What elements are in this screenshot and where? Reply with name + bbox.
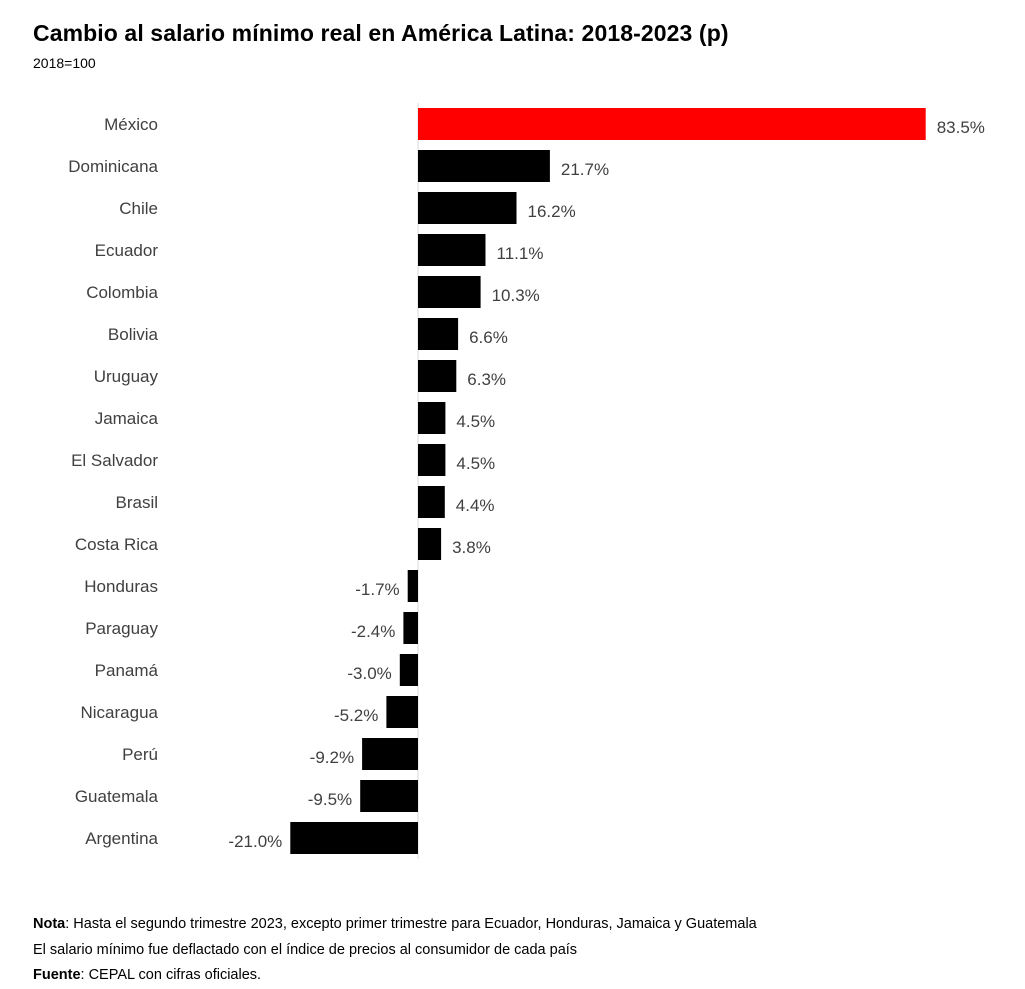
bar-el-salvador bbox=[418, 444, 446, 476]
category-label-honduras: Honduras bbox=[84, 577, 158, 596]
category-label-guatemala: Guatemala bbox=[75, 787, 159, 806]
category-label-dominicana: Dominicana bbox=[68, 157, 158, 176]
note-line-1: Nota: Hasta el segundo trimestre 2023, e… bbox=[33, 912, 757, 938]
bar-mexico bbox=[418, 108, 926, 140]
chart-notes: Nota: Hasta el segundo trimestre 2023, e… bbox=[33, 912, 757, 989]
value-label-bolivia: 6.6% bbox=[469, 328, 508, 347]
source-label: Fuente bbox=[33, 967, 81, 983]
value-label-paraguay: -2.4% bbox=[351, 622, 395, 641]
bar-chile bbox=[418, 192, 517, 224]
bar-costa-rica bbox=[418, 528, 442, 560]
bar-ecuador bbox=[418, 234, 486, 266]
bar-brasil bbox=[418, 486, 445, 518]
bar-honduras bbox=[407, 570, 418, 602]
value-label-peru: -9.2% bbox=[310, 748, 354, 767]
value-label-nicaragua: -5.2% bbox=[334, 706, 378, 725]
bar-chart: México 83.5% Dominicana 21.7% Chile 16.2% Ecua… bbox=[68, 103, 985, 859]
category-label-brasil: Brasil bbox=[115, 493, 158, 512]
value-label-brasil: 4.4% bbox=[456, 496, 495, 515]
category-label-bolivia: Bolivia bbox=[108, 325, 159, 344]
category-label-ecuador: Ecuador bbox=[95, 241, 159, 260]
source-text: : CEPAL con cifras oficiales. bbox=[80, 967, 262, 983]
bar-dominicana bbox=[418, 150, 550, 182]
value-label-dominicana: 21.7% bbox=[561, 160, 609, 179]
category-label-colombia: Colombia bbox=[86, 283, 158, 302]
category-label-paraguay: Paraguay bbox=[85, 619, 158, 638]
chart-subtitle: 2018=100 bbox=[33, 55, 96, 71]
source-line: Fuente: CEPAL con cifras oficiales. bbox=[33, 963, 757, 989]
bar-colombia bbox=[418, 276, 481, 308]
category-label-costa-rica: Costa Rica bbox=[75, 535, 159, 554]
bar-nicaragua bbox=[386, 696, 418, 728]
category-label-panama: Panamá bbox=[95, 661, 159, 680]
category-label-el-salvador: El Salvador bbox=[71, 451, 158, 470]
category-label-nicaragua: Nicaragua bbox=[81, 703, 159, 722]
chart-title: Cambio al salario mínimo real en América… bbox=[33, 20, 729, 46]
value-label-colombia: 10.3% bbox=[492, 286, 540, 305]
bar-paraguay bbox=[403, 612, 418, 644]
value-label-honduras: -1.7% bbox=[355, 580, 399, 599]
value-label-uruguay: 6.3% bbox=[467, 370, 506, 389]
category-label-jamaica: Jamaica bbox=[95, 409, 159, 428]
note-text: : Hasta el segundo trimestre 2023, excep… bbox=[65, 916, 757, 932]
note-label: Nota bbox=[33, 916, 66, 932]
category-label-uruguay: Uruguay bbox=[94, 367, 159, 386]
bar-argentina bbox=[290, 822, 418, 854]
value-label-jamaica: 4.5% bbox=[456, 412, 495, 431]
bar-guatemala bbox=[360, 780, 418, 812]
value-label-ecuador: 11.1% bbox=[497, 244, 544, 263]
value-label-el-salvador: 4.5% bbox=[456, 454, 495, 473]
value-label-chile: 16.2% bbox=[528, 202, 576, 221]
bar-bolivia bbox=[418, 318, 459, 350]
value-label-guatemala: -9.5% bbox=[308, 790, 352, 809]
value-label-costa-rica: 3.8% bbox=[452, 538, 491, 557]
bar-uruguay bbox=[418, 360, 457, 392]
value-label-argentina: -21.0% bbox=[228, 832, 282, 851]
bar-jamaica bbox=[418, 402, 446, 434]
note-line-2: El salario mínimo fue deflactado con el … bbox=[33, 941, 578, 958]
category-label-chile: Chile bbox=[119, 199, 158, 218]
category-label-mexico: México bbox=[104, 115, 158, 134]
bar-peru bbox=[362, 738, 418, 770]
value-label-panama: -3.0% bbox=[347, 664, 391, 683]
bar-panama bbox=[399, 654, 418, 686]
category-label-peru: Perú bbox=[122, 745, 158, 764]
category-label-argentina: Argentina bbox=[85, 829, 158, 848]
value-label-mexico: 83.5% bbox=[937, 118, 985, 137]
